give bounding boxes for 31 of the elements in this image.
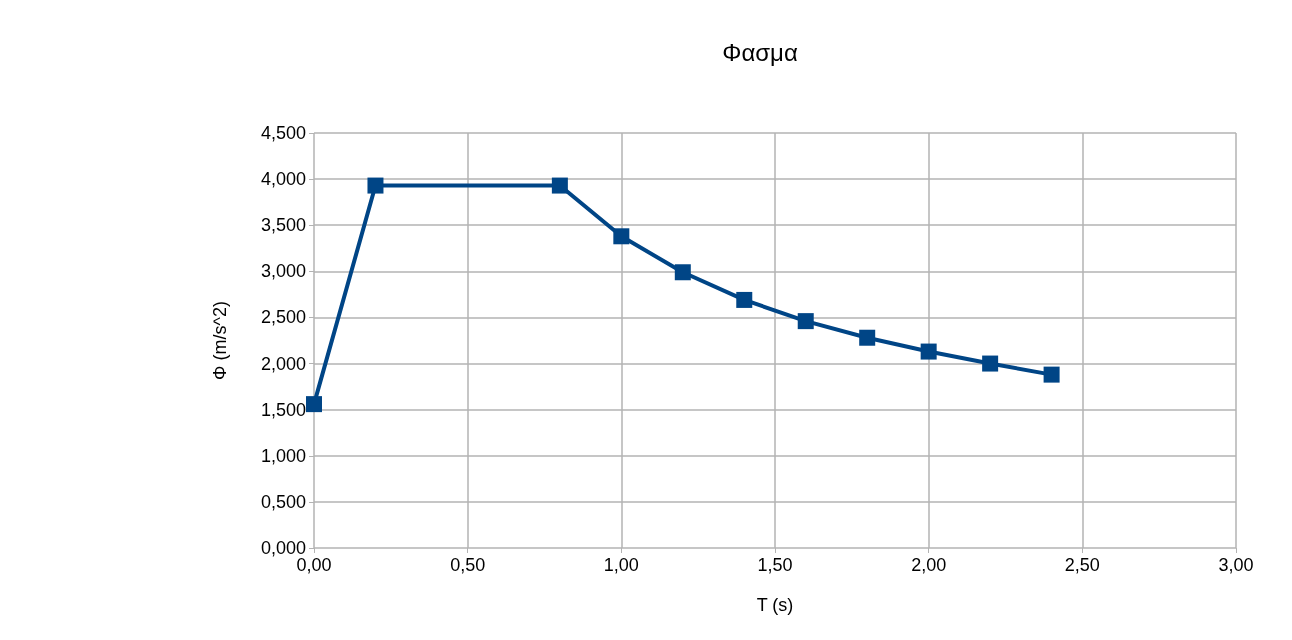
- point: [367, 177, 384, 194]
- y-tick-label: 4,500: [260, 123, 306, 143]
- x-tick-label: 1,00: [603, 555, 639, 575]
- y-tick-label: 1,500: [260, 399, 306, 420]
- point: [306, 396, 322, 413]
- x-tick-label: 0,50: [450, 555, 486, 575]
- point: [1043, 366, 1060, 383]
- y-tick-label: 3,500: [260, 215, 306, 236]
- x-tick-label: 3,00: [1218, 555, 1254, 575]
- point: [797, 313, 814, 330]
- point: [551, 177, 568, 194]
- x-tick-label: 0,00: [296, 555, 332, 575]
- x-tick-label: 1,50: [757, 555, 793, 575]
- y-tick-label: 2,000: [260, 353, 306, 374]
- point: [859, 329, 876, 346]
- point: [920, 343, 937, 360]
- y-axis-title: Φ (m/s^2): [210, 301, 230, 380]
- point: [736, 291, 753, 308]
- y-tick-label: 0,000: [260, 538, 306, 558]
- chart-title: Φασμα: [722, 38, 798, 66]
- y-tick-label: 0,500: [260, 491, 306, 512]
- x-tick-label: 2,50: [1064, 555, 1100, 575]
- y-tick-label: 4,000: [260, 169, 306, 190]
- y-tick-label: 1,000: [260, 445, 306, 466]
- point: [674, 264, 691, 281]
- point: [982, 355, 999, 372]
- y-tick-label: 3,000: [260, 261, 306, 282]
- y-tick-label: 2,500: [260, 307, 306, 328]
- x-axis-title: T (s): [756, 595, 794, 615]
- point: [613, 228, 630, 245]
- x-tick-label: 2,00: [911, 555, 947, 575]
